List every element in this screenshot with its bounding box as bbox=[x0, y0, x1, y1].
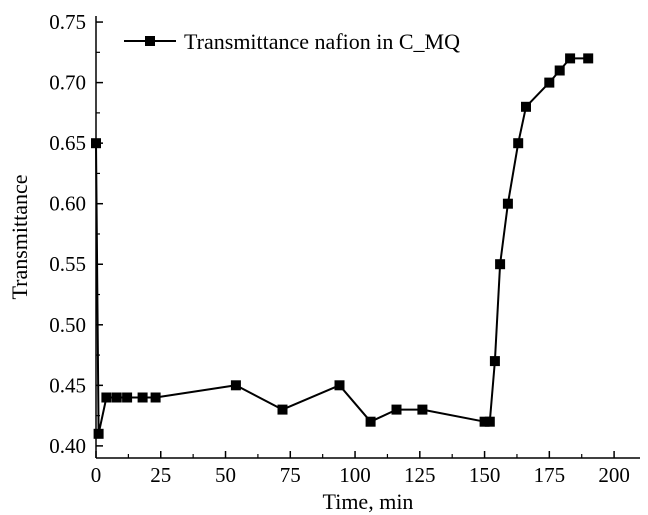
legend-label: Transmittance nafion in C_MQ bbox=[184, 29, 460, 54]
plot-area bbox=[95, 16, 640, 459]
x-tick-label: 200 bbox=[598, 463, 630, 487]
data-point-marker bbox=[583, 53, 594, 64]
data-point-marker bbox=[334, 380, 345, 391]
data-point-marker bbox=[230, 380, 241, 391]
legend: Transmittance nafion in C_MQ bbox=[124, 29, 460, 54]
data-point-marker bbox=[479, 416, 490, 427]
data-point-marker bbox=[565, 53, 576, 64]
y-tick-label: 0.75 bbox=[49, 10, 86, 34]
y-tick-label: 0.50 bbox=[49, 313, 86, 337]
y-tick-label: 0.65 bbox=[49, 131, 86, 155]
data-point-marker bbox=[91, 138, 101, 149]
data-point-marker bbox=[495, 259, 506, 270]
data-point-marker bbox=[554, 65, 565, 76]
data-point-marker bbox=[521, 101, 531, 112]
data-point-marker bbox=[484, 416, 495, 427]
data-point-marker bbox=[502, 198, 513, 209]
data-point-marker bbox=[417, 404, 428, 415]
y-axis-ticks: 0.40 0.45 0.50 0.55 0.60 0.65 0.70 0.75 bbox=[49, 10, 103, 458]
x-tick-label: 175 bbox=[534, 463, 566, 487]
x-tick-label: 0 bbox=[91, 463, 102, 487]
y-tick-label: 0.70 bbox=[49, 71, 86, 95]
data-point-marker bbox=[365, 416, 376, 427]
x-tick-label: 75 bbox=[280, 463, 301, 487]
y-axis-title: Transmittance bbox=[7, 174, 32, 299]
y-tick-label: 0.60 bbox=[49, 192, 86, 216]
data-point-marker bbox=[101, 392, 112, 403]
data-point-marker bbox=[111, 392, 122, 403]
legend-marker-square bbox=[145, 36, 155, 46]
x-tick-label: 100 bbox=[339, 463, 371, 487]
y-tick-label: 0.40 bbox=[49, 434, 86, 458]
x-tick-label: 150 bbox=[469, 463, 501, 487]
data-point-marker bbox=[150, 392, 161, 403]
data-point-marker bbox=[137, 392, 148, 403]
data-point-marker bbox=[544, 77, 555, 88]
x-tick-label: 125 bbox=[404, 463, 436, 487]
data-point-marker bbox=[122, 392, 133, 403]
y-tick-label: 0.55 bbox=[49, 252, 86, 276]
data-point-marker bbox=[93, 428, 104, 439]
series-layer bbox=[91, 53, 594, 439]
data-point-marker bbox=[391, 404, 402, 415]
series-line bbox=[95, 57, 589, 435]
data-point-marker bbox=[489, 356, 500, 367]
x-tick-label: 50 bbox=[215, 463, 236, 487]
y-tick-label: 0.45 bbox=[49, 373, 86, 397]
x-axis-ticks: 0 25 50 75 100 125 150 175 200 bbox=[91, 451, 630, 487]
x-axis-title: Time, min bbox=[323, 489, 414, 514]
data-point-marker bbox=[277, 404, 288, 415]
data-point-marker bbox=[513, 138, 524, 149]
x-tick-label: 25 bbox=[150, 463, 171, 487]
